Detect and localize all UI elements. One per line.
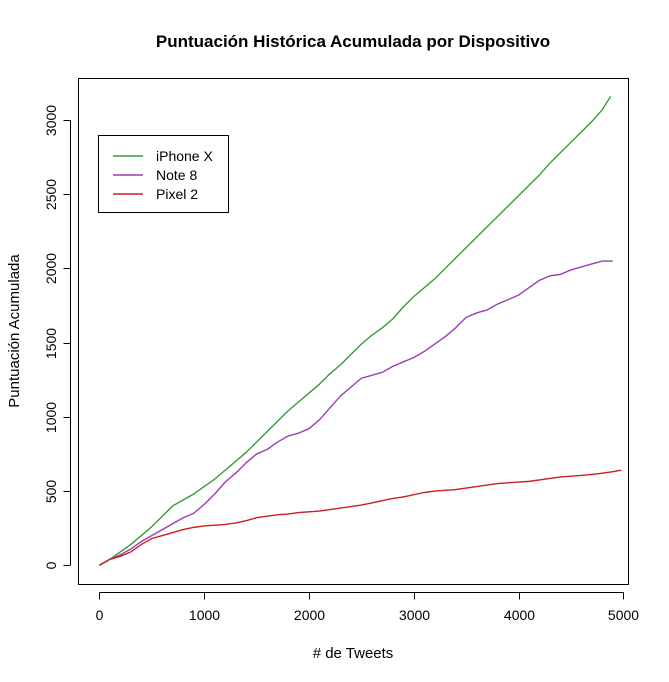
- legend-label: iPhone X: [156, 148, 213, 164]
- series-line-0: [99, 95, 612, 566]
- y-axis-label: Puntuación Acumulada: [6, 254, 23, 408]
- x-tick-label: 0: [96, 607, 104, 623]
- legend-label: Pixel 2: [156, 186, 198, 202]
- legend-label: Note 8: [156, 167, 197, 183]
- y-tick-label: 2500: [43, 179, 59, 210]
- x-tick-label: 2000: [294, 607, 325, 623]
- legend: iPhone X Note 8 Pixel 2: [98, 135, 229, 213]
- y-tick-label: 0: [43, 561, 59, 569]
- y-axis: 0 500 1000 1500 2000 2500 3000: [43, 105, 71, 569]
- series-line-2: [99, 469, 622, 566]
- y-tick-label: 1000: [43, 402, 59, 433]
- series-line-1: [99, 260, 613, 566]
- y-tick-label: 1500: [43, 328, 59, 359]
- y-tick-label: 3000: [43, 105, 59, 136]
- y-tick-label: 2000: [43, 253, 59, 284]
- x-tick-label: 1000: [189, 607, 220, 623]
- y-tick-label: 500: [43, 480, 59, 504]
- x-axis: 0 1000 2000 3000 4000 5000: [96, 592, 639, 623]
- chart-title: Puntuación Histórica Acumulada por Dispo…: [156, 32, 550, 51]
- x-tick-label: 3000: [399, 607, 430, 623]
- legend-box: [98, 135, 229, 213]
- x-tick-label: 4000: [504, 607, 535, 623]
- series-layer: [99, 95, 622, 566]
- x-axis-label: # de Tweets: [313, 645, 394, 662]
- x-tick-label: 5000: [608, 607, 639, 623]
- plot-frame: [78, 78, 629, 585]
